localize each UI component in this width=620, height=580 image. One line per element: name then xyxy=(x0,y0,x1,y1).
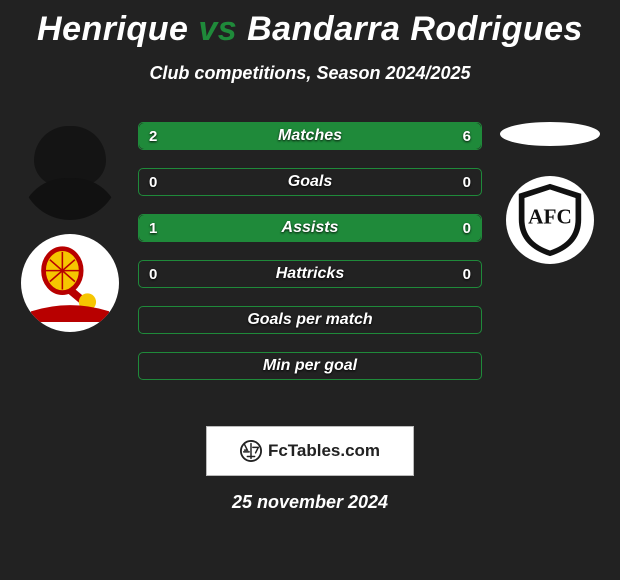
stat-label: Goals per match xyxy=(139,307,481,333)
stat-row-hattricks: 00Hattricks xyxy=(138,260,482,288)
left-avatars xyxy=(10,122,130,346)
stat-row-min-per-goal: Min per goal xyxy=(138,352,482,380)
right-avatars: AFC xyxy=(490,122,610,278)
shield-icon: AFC xyxy=(513,181,587,259)
subtitle: Club competitions, Season 2024/2025 xyxy=(0,63,620,84)
racket-icon xyxy=(31,244,109,322)
stat-label: Hattricks xyxy=(139,261,481,287)
player2-club-badge: AFC xyxy=(506,176,594,264)
fctables-logo-icon xyxy=(240,440,262,462)
stat-row-goals: 00Goals xyxy=(138,168,482,196)
stat-row-matches: 26Matches xyxy=(138,122,482,150)
stat-label: Matches xyxy=(139,123,481,149)
comparison-title: Henrique vs Bandarra Rodrigues xyxy=(0,0,620,49)
stat-label: Min per goal xyxy=(139,353,481,379)
title-vs: vs xyxy=(198,10,237,48)
shield-text: AFC xyxy=(528,205,572,229)
player1-avatar xyxy=(21,122,119,220)
player2-avatar xyxy=(500,122,600,146)
stat-label: Assists xyxy=(139,215,481,241)
title-player1: Henrique xyxy=(37,10,188,48)
stat-row-goals-per-match: Goals per match xyxy=(138,306,482,334)
stat-row-assists: 10Assists xyxy=(138,214,482,242)
stats-area: AFC 26Matches 00Goals 10Assists 00Hattricks… xyxy=(0,122,620,422)
player1-club-badge xyxy=(21,234,119,332)
stat-bars: 26Matches 00Goals 10Assists 00Hattricks Goal… xyxy=(138,122,482,398)
site-name: FcTables.com xyxy=(268,441,380,461)
site-badge: FcTables.com xyxy=(206,426,414,476)
title-player2: Bandarra Rodrigues xyxy=(247,10,583,48)
stat-label: Goals xyxy=(139,169,481,195)
footer-date: 25 november 2024 xyxy=(0,492,620,513)
